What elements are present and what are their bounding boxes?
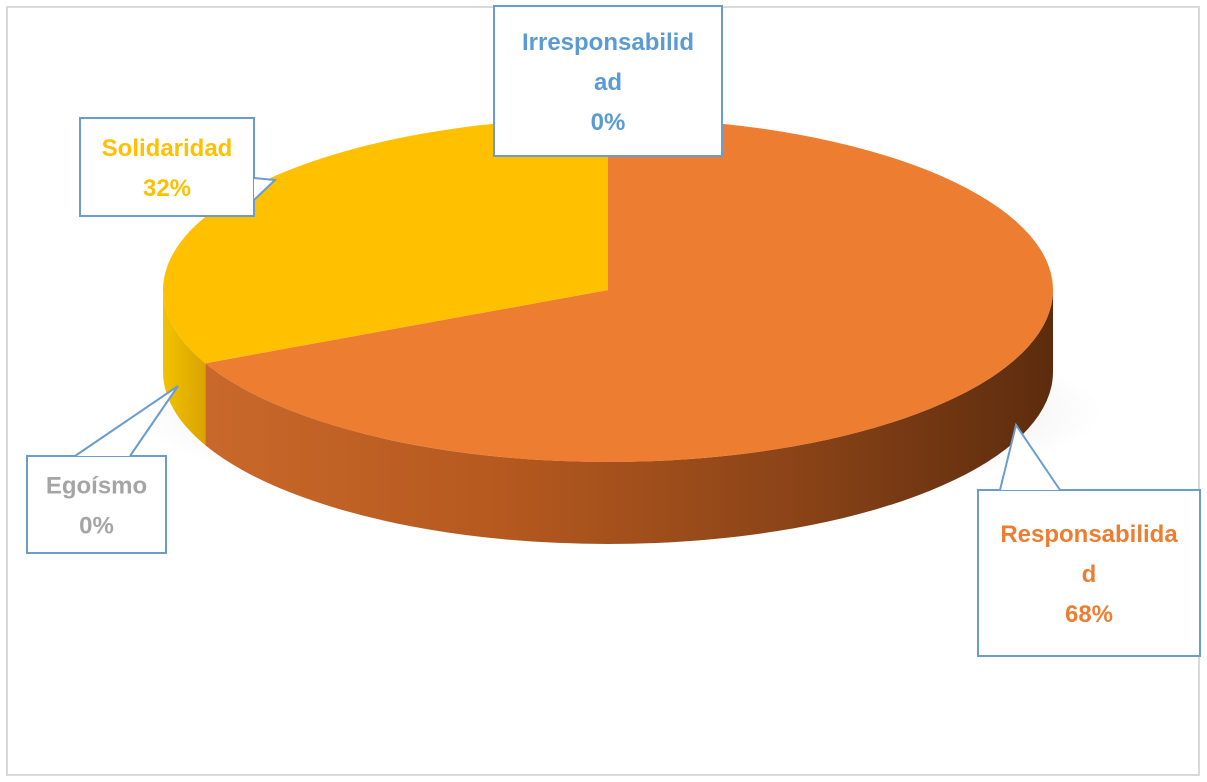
pie-side-0 [205, 290, 1054, 545]
slice-category-label-1: Egoísmo [46, 473, 147, 500]
slice-percent-label-1: 0% [79, 513, 114, 540]
slice-percent-label-0: 68% [1065, 601, 1113, 628]
pie-slice-0 [205, 118, 1054, 462]
slice-category-label-3: Irresponsabilid [522, 29, 694, 56]
slice-category-label-0: Responsabilida [1000, 521, 1178, 548]
callout-box-3 [493, 5, 723, 157]
slice-category-label-3: ad [594, 69, 622, 96]
callout-pointer-2 [253, 177, 278, 201]
slice-category-label-2: Solidaridad [102, 135, 233, 162]
pie-side-2 [163, 290, 206, 446]
slice-percent-label-2: 32% [143, 175, 191, 202]
callout-box-2 [79, 117, 255, 217]
callout-box-0 [977, 489, 1201, 657]
callout-pointer-0 [999, 422, 1061, 491]
slice-category-label-0: d [1082, 561, 1097, 588]
slice-percent-label-3: 0% [591, 109, 626, 136]
callout-pointer-1 [74, 385, 179, 457]
